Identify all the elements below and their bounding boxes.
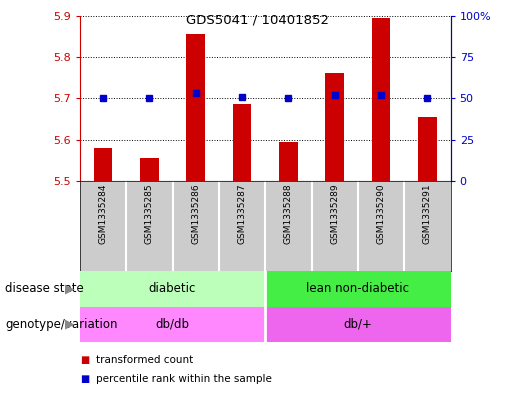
- Text: ▶: ▶: [65, 318, 74, 331]
- Bar: [94, 148, 112, 181]
- Bar: [325, 73, 344, 181]
- Text: ■: ■: [80, 374, 89, 384]
- Text: ■: ■: [80, 354, 89, 365]
- Bar: [80, 307, 265, 342]
- Text: GSM1335289: GSM1335289: [330, 184, 339, 244]
- Bar: [140, 158, 159, 181]
- Text: lean non-diabetic: lean non-diabetic: [306, 282, 409, 296]
- Text: GSM1335285: GSM1335285: [145, 184, 154, 244]
- Bar: [186, 34, 205, 181]
- Bar: [265, 271, 451, 307]
- Text: ▶: ▶: [65, 282, 74, 296]
- Text: GSM1335287: GSM1335287: [237, 184, 247, 244]
- Bar: [80, 271, 265, 307]
- Text: diabetic: diabetic: [149, 282, 196, 296]
- Text: transformed count: transformed count: [96, 354, 194, 365]
- Text: GSM1335284: GSM1335284: [98, 184, 108, 244]
- Text: GSM1335291: GSM1335291: [423, 184, 432, 244]
- Bar: [233, 105, 251, 181]
- Bar: [279, 141, 298, 181]
- Text: disease state: disease state: [5, 282, 84, 296]
- Bar: [372, 18, 390, 181]
- Text: GDS5041 / 10401852: GDS5041 / 10401852: [186, 14, 329, 27]
- Text: percentile rank within the sample: percentile rank within the sample: [96, 374, 272, 384]
- Bar: [265, 307, 451, 342]
- Text: db/+: db/+: [344, 318, 372, 331]
- Text: genotype/variation: genotype/variation: [5, 318, 117, 331]
- Text: GSM1335290: GSM1335290: [376, 184, 386, 244]
- Text: db/db: db/db: [156, 318, 190, 331]
- Text: GSM1335286: GSM1335286: [191, 184, 200, 244]
- Bar: [418, 117, 437, 181]
- Text: GSM1335288: GSM1335288: [284, 184, 293, 244]
